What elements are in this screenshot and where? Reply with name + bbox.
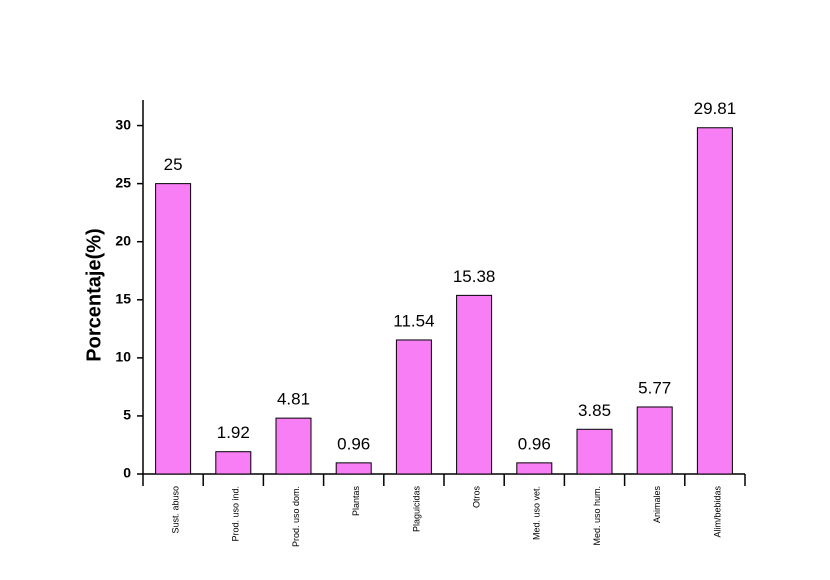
x-tick-label: Prod. uso dom. xyxy=(291,486,301,547)
value-label: 0.96 xyxy=(337,434,370,453)
y-axis-label: Porcentaje(%) xyxy=(83,228,105,361)
value-label: 0.96 xyxy=(518,434,551,453)
bar xyxy=(636,406,673,475)
bar xyxy=(215,451,252,475)
x-tick-label: Med. uso hum. xyxy=(592,486,602,546)
bar xyxy=(696,127,733,475)
value-label: 1.92 xyxy=(217,423,250,442)
x-tick-label: Plantas xyxy=(351,486,361,517)
bar xyxy=(576,428,613,475)
value-label: 11.54 xyxy=(393,311,434,330)
x-tick-label: Prod. uso ind. xyxy=(231,486,241,542)
value-label: 3.85 xyxy=(578,401,611,420)
y-tick-label: 10 xyxy=(115,349,131,365)
x-tick-label: Plaguicidas xyxy=(411,486,421,533)
bar xyxy=(155,183,192,475)
bar xyxy=(335,462,372,475)
value-label: 29.81 xyxy=(694,99,737,118)
bar xyxy=(395,339,432,475)
x-tick-label: Alim/bebidas xyxy=(712,486,722,538)
bar xyxy=(456,294,493,475)
value-label: 15.38 xyxy=(453,267,496,286)
y-tick-label: 20 xyxy=(115,232,131,248)
x-tick-label: Med. uso vet. xyxy=(532,486,542,540)
y-tick-label: 5 xyxy=(123,407,131,423)
value-label: 4.81 xyxy=(277,390,310,409)
y-tick-label: 15 xyxy=(115,290,131,306)
x-tick-label: Otros xyxy=(471,486,481,509)
value-label: 5.77 xyxy=(638,378,671,397)
bar xyxy=(516,462,553,475)
y-tick-label: 30 xyxy=(115,116,131,132)
value-label: 25 xyxy=(164,155,183,174)
y-tick-label: 25 xyxy=(115,174,131,190)
y-tick-label: 0 xyxy=(123,465,131,481)
x-tick-label: Sust. abuso xyxy=(170,486,180,534)
bar xyxy=(275,417,312,475)
x-tick-label: Animales xyxy=(652,486,662,524)
